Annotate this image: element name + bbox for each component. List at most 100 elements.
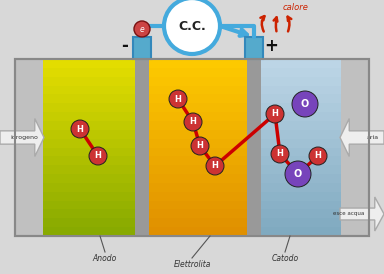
Polygon shape [0,118,44,156]
FancyBboxPatch shape [149,85,247,95]
FancyBboxPatch shape [43,138,135,147]
FancyBboxPatch shape [43,209,135,218]
Circle shape [309,147,327,165]
FancyBboxPatch shape [149,138,247,147]
Polygon shape [340,197,384,231]
Circle shape [71,120,89,138]
FancyBboxPatch shape [43,102,135,112]
FancyBboxPatch shape [43,59,135,236]
FancyBboxPatch shape [149,147,247,156]
FancyBboxPatch shape [261,102,341,112]
FancyBboxPatch shape [149,182,247,192]
Circle shape [266,105,284,123]
FancyBboxPatch shape [261,217,341,227]
FancyBboxPatch shape [247,59,261,236]
Text: H: H [175,95,181,104]
Text: esce acqua: esce acqua [333,212,365,216]
Text: H: H [190,118,197,127]
FancyBboxPatch shape [261,226,341,236]
FancyBboxPatch shape [261,182,341,192]
FancyBboxPatch shape [261,138,341,147]
FancyBboxPatch shape [261,173,341,183]
FancyBboxPatch shape [149,76,247,85]
Text: H: H [76,124,83,133]
FancyBboxPatch shape [149,226,247,236]
FancyBboxPatch shape [43,129,135,139]
FancyBboxPatch shape [261,155,341,165]
FancyBboxPatch shape [43,67,135,77]
FancyBboxPatch shape [149,102,247,112]
FancyBboxPatch shape [149,111,247,121]
Circle shape [169,90,187,108]
FancyBboxPatch shape [261,85,341,95]
FancyBboxPatch shape [135,59,149,236]
FancyBboxPatch shape [43,164,135,174]
FancyBboxPatch shape [261,76,341,85]
Text: H: H [197,141,204,150]
Text: C.C.: C.C. [178,19,206,33]
Text: +: + [264,37,278,55]
Circle shape [164,0,220,54]
Text: H: H [314,152,321,161]
Circle shape [89,147,107,165]
FancyBboxPatch shape [43,120,135,130]
FancyBboxPatch shape [261,191,341,201]
Text: Elettrolita: Elettrolita [173,260,211,269]
FancyBboxPatch shape [245,37,263,59]
FancyBboxPatch shape [43,226,135,236]
Text: Catodo: Catodo [271,254,299,263]
Text: Anodo: Anodo [93,254,117,263]
Text: H: H [271,110,278,118]
Circle shape [134,21,150,37]
FancyBboxPatch shape [149,199,247,209]
FancyBboxPatch shape [43,93,135,103]
Text: -: - [122,37,128,55]
FancyBboxPatch shape [149,209,247,218]
FancyBboxPatch shape [149,155,247,165]
FancyBboxPatch shape [43,58,135,68]
Polygon shape [340,118,384,156]
FancyBboxPatch shape [43,155,135,165]
Text: H: H [212,161,218,170]
FancyBboxPatch shape [149,58,247,68]
FancyBboxPatch shape [149,93,247,103]
Text: H: H [276,150,283,158]
Circle shape [191,137,209,155]
Text: aria: aria [367,135,379,140]
Text: O: O [301,99,309,109]
FancyBboxPatch shape [149,191,247,201]
FancyBboxPatch shape [43,85,135,95]
Text: e: e [140,24,144,33]
FancyBboxPatch shape [43,147,135,156]
FancyBboxPatch shape [149,164,247,174]
Text: H: H [94,152,101,161]
Circle shape [292,91,318,117]
FancyBboxPatch shape [43,111,135,121]
FancyBboxPatch shape [261,111,341,121]
FancyBboxPatch shape [149,217,247,227]
Circle shape [184,113,202,131]
FancyBboxPatch shape [43,217,135,227]
Circle shape [206,157,224,175]
Text: O: O [294,169,302,179]
FancyBboxPatch shape [149,120,247,130]
FancyBboxPatch shape [261,147,341,156]
FancyBboxPatch shape [261,129,341,139]
FancyBboxPatch shape [43,173,135,183]
FancyBboxPatch shape [15,59,369,236]
FancyBboxPatch shape [261,120,341,130]
Circle shape [285,161,311,187]
FancyBboxPatch shape [133,37,151,59]
FancyBboxPatch shape [43,182,135,192]
FancyBboxPatch shape [261,164,341,174]
FancyBboxPatch shape [43,191,135,201]
FancyBboxPatch shape [149,173,247,183]
FancyBboxPatch shape [261,67,341,77]
Text: calore: calore [283,3,309,12]
Text: idrogeno: idrogeno [10,135,38,140]
FancyBboxPatch shape [149,129,247,139]
FancyBboxPatch shape [261,58,341,68]
FancyBboxPatch shape [261,199,341,209]
FancyBboxPatch shape [261,209,341,218]
Circle shape [271,145,289,163]
